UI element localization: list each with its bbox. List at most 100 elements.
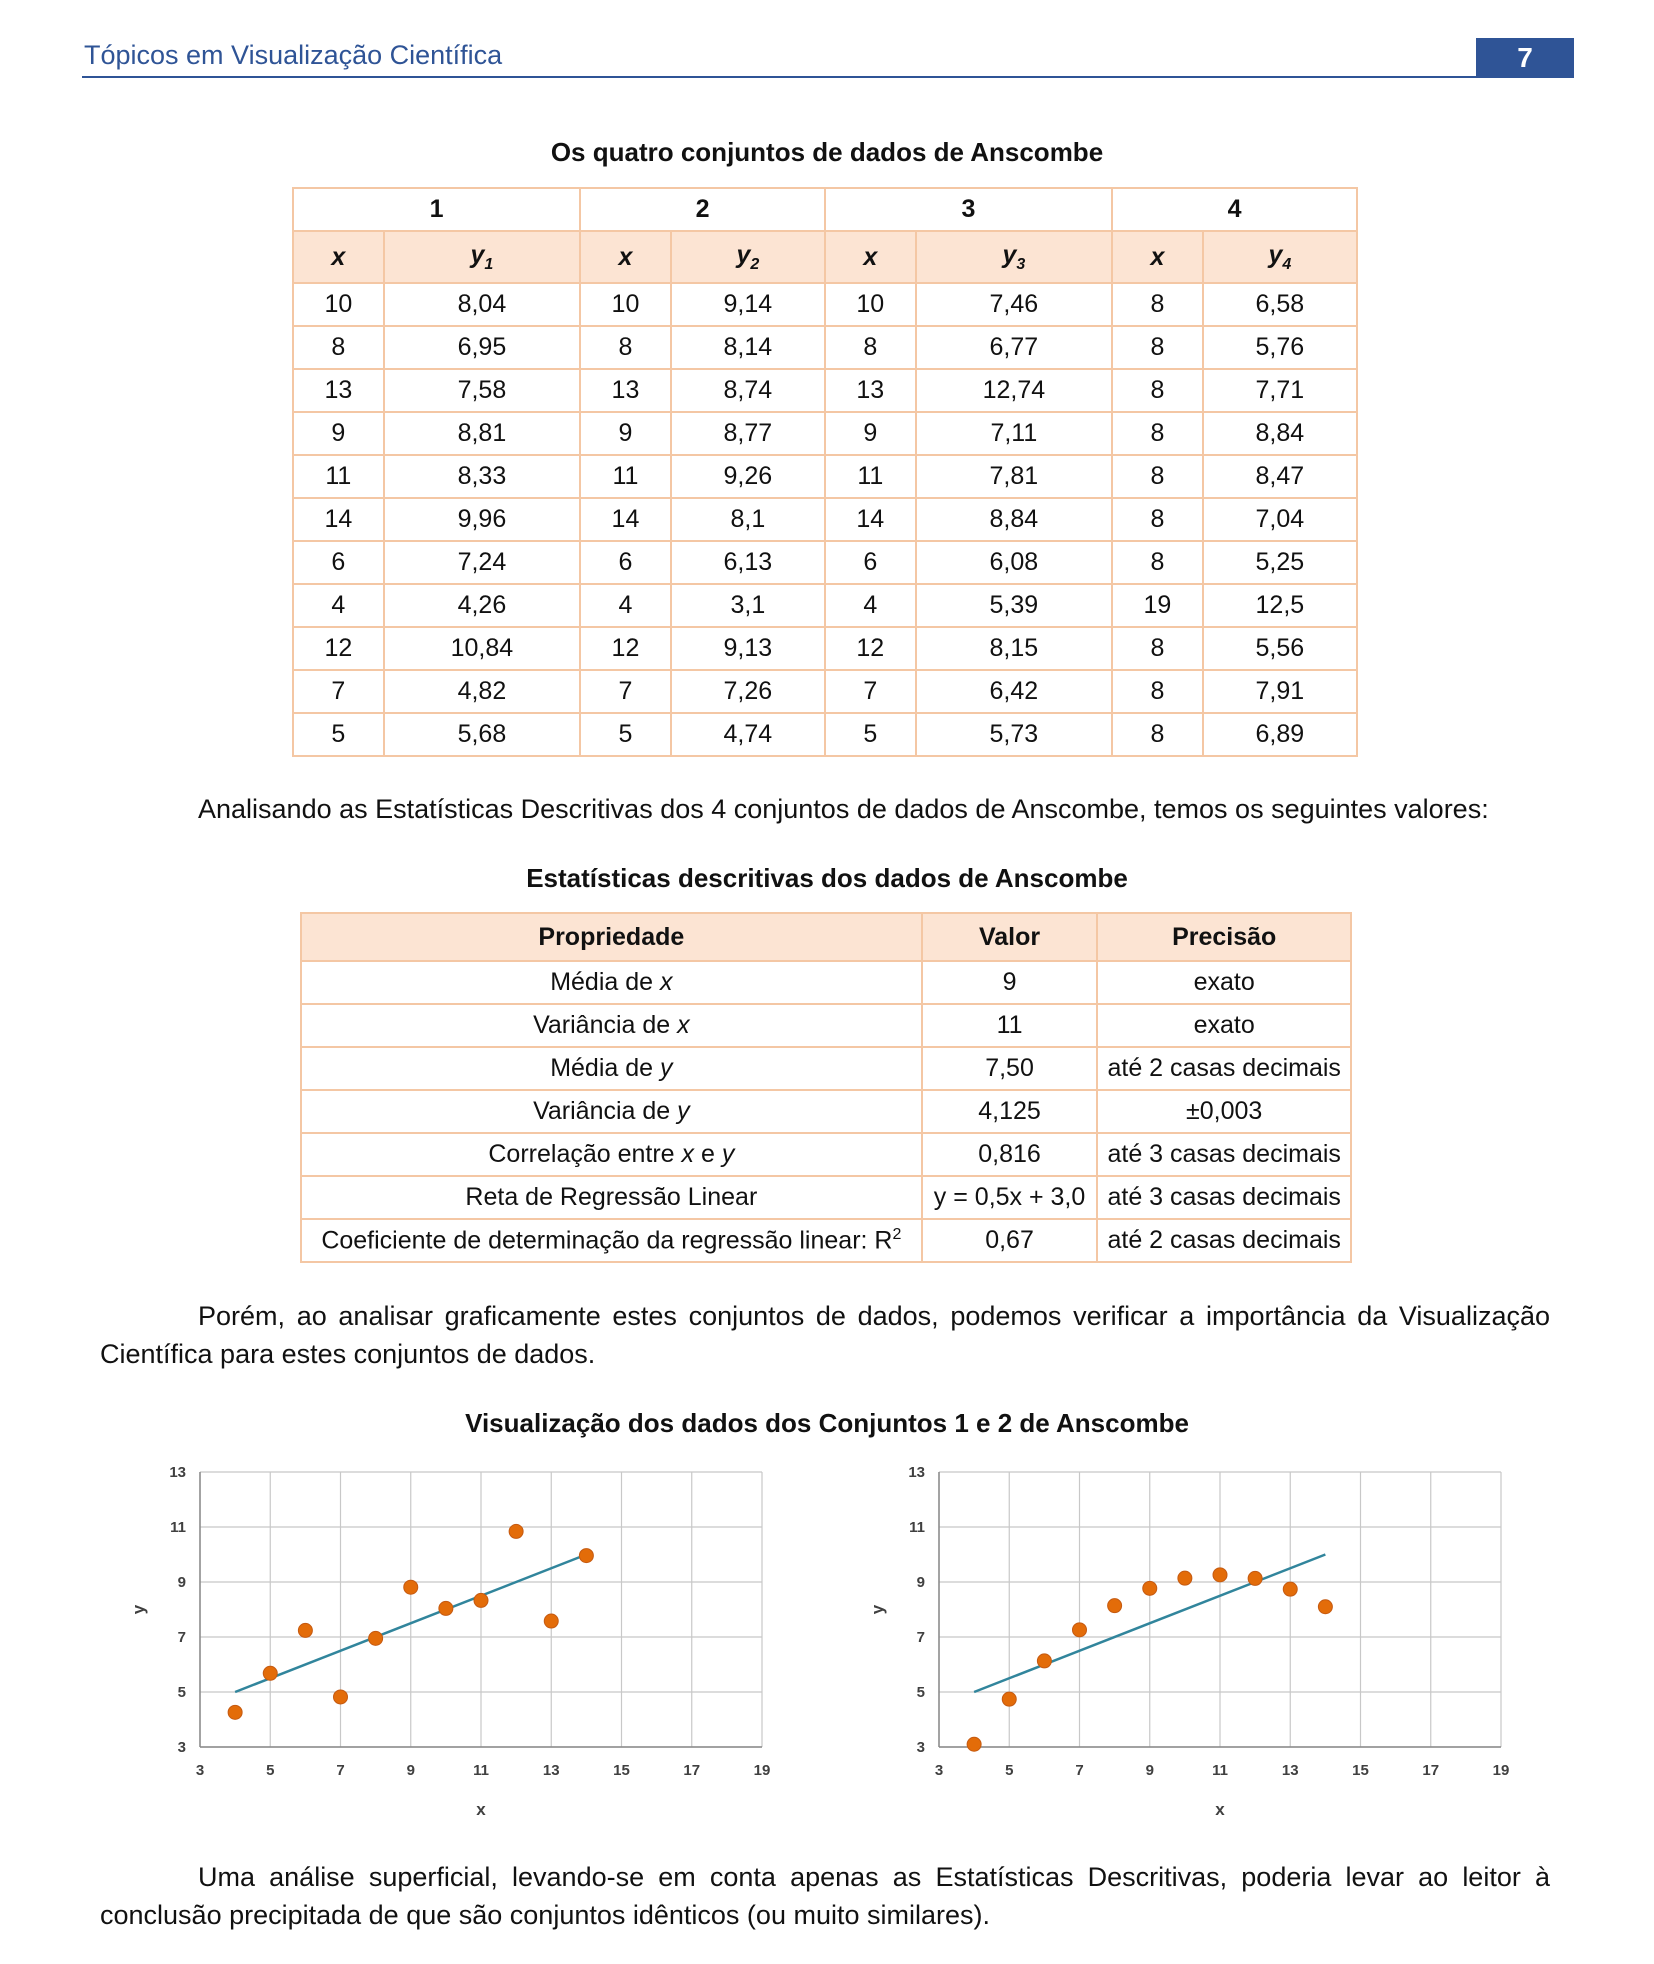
- precisao-cell: até 3 casas decimais: [1096, 1175, 1352, 1220]
- table-cell: 19: [1111, 583, 1204, 628]
- precisao-cell: até 3 casas decimais: [1096, 1132, 1352, 1177]
- data-point: [1001, 1691, 1017, 1707]
- dataset-group-header: 2: [579, 187, 826, 232]
- variable-column-header: x: [292, 230, 385, 284]
- header-rule: [82, 76, 1476, 78]
- property-text: x: [677, 1011, 690, 1039]
- paragraph-conclusion: Uma análise superficial, levando-se em c…: [100, 1862, 1550, 1930]
- table-cell: 5,76: [1201, 325, 1359, 370]
- table-cell: 6,13: [669, 540, 826, 585]
- precisao-cell: exato: [1096, 1003, 1352, 1048]
- valor-cell: 4,125: [920, 1089, 1099, 1134]
- stats-column-header: Precisão: [1096, 912, 1352, 962]
- table-cell: 6,89: [1201, 712, 1359, 757]
- table-cell: 7: [823, 669, 917, 714]
- table-cell: 8,15: [914, 626, 1114, 671]
- x-tick-label: 15: [613, 1762, 630, 1779]
- table-cell: 12: [823, 626, 917, 671]
- table-cell: 4,74: [669, 712, 826, 757]
- table-cell: 8,33: [382, 454, 582, 499]
- dataset-group-header: 4: [1111, 187, 1358, 232]
- y-tick-label: 3: [917, 1739, 925, 1756]
- property-cell: Reta de Regressão Linear: [300, 1175, 923, 1220]
- subscript: 1: [484, 255, 494, 273]
- descriptive-stats-table: Propriedade Valor Precisão Média de x 9 exat…: [300, 912, 1352, 1263]
- data-point: [368, 1630, 384, 1646]
- table-cell: 7: [292, 669, 385, 714]
- table-cell: 12,5: [1201, 583, 1359, 628]
- x-tick-label: 11: [473, 1762, 489, 1779]
- property-text: y: [721, 1140, 735, 1168]
- table-cell: 7,26: [669, 669, 826, 714]
- y-tick-label: 9: [178, 1574, 186, 1591]
- x-tick-label: 19: [1493, 1762, 1510, 1779]
- table-row: Variância de x 11 exato: [300, 1003, 1352, 1048]
- table-cell: 7,91: [1201, 669, 1359, 714]
- table-cell: 11: [823, 454, 917, 499]
- table-cell: 4: [579, 583, 672, 628]
- x-tick-label: 11: [1212, 1762, 1228, 1779]
- data-point: [1282, 1581, 1298, 1597]
- table-cell: 10,84: [382, 626, 582, 671]
- valor-cell: 0,816: [920, 1132, 1099, 1177]
- subscript: 4: [1282, 255, 1292, 273]
- table-cell: 7,71: [1201, 368, 1359, 413]
- data-point: [1036, 1653, 1052, 1669]
- table-cell: 5,25: [1201, 540, 1359, 585]
- data-point: [227, 1704, 243, 1720]
- table-row: 12 10,84 12 9,13 12 8,15 8 5,56: [292, 626, 1359, 671]
- table-cell: 8,14: [669, 325, 826, 370]
- table-cell: 9,96: [382, 497, 582, 542]
- variable-column-header: y4: [1201, 230, 1359, 284]
- table-cell: 8: [1111, 626, 1204, 671]
- y-tick-label: 5: [917, 1684, 925, 1701]
- table-cell: 9,14: [669, 282, 826, 327]
- property-text: Reta de Regressão Linear: [465, 1183, 758, 1211]
- y-axis-label: y: [869, 1604, 887, 1614]
- table-cell: 5,56: [1201, 626, 1359, 671]
- table-row: 4 4,26 4 3,1 4 5,39 19 12,5: [292, 583, 1359, 628]
- precisao-cell: até 2 casas decimais: [1096, 1046, 1352, 1091]
- paragraph-visualization: Porém, ao analisar graficamente estes co…: [100, 1301, 1550, 1369]
- table-row: Reta de Regressão Linear y = 0,5x + 3,0 at…: [300, 1175, 1352, 1220]
- valor-cell: y = 0,5x + 3,0: [920, 1175, 1099, 1220]
- table-row: 8 6,95 8 8,14 8 6,77 8 5,76: [292, 325, 1359, 370]
- table-cell: 7,81: [914, 454, 1114, 499]
- data-point: [403, 1579, 419, 1595]
- table-cell: 8: [1111, 282, 1204, 327]
- data-point: [473, 1592, 489, 1608]
- table-cell: 7,58: [382, 368, 582, 413]
- table-cell: 13: [579, 368, 672, 413]
- y-tick-label: 11: [909, 1519, 925, 1536]
- property-text: e: [694, 1140, 722, 1168]
- table-row: Média de y 7,50 até 2 casas decimais: [300, 1046, 1352, 1091]
- property-cell: Média de y: [300, 1046, 923, 1091]
- dataset-group-header: 1: [291, 187, 582, 232]
- variable-column-header: y3: [914, 230, 1114, 284]
- x-tick-label: 3: [196, 1762, 204, 1779]
- x-tick-label: 3: [935, 1762, 943, 1779]
- table-row: 6 7,24 6 6,13 6 6,08 8 5,25: [292, 540, 1359, 585]
- table-cell: 10: [292, 282, 385, 327]
- table-row: 13 7,58 13 8,74 13 12,74 8 7,71: [292, 368, 1359, 413]
- table-cell: 8: [292, 325, 385, 370]
- table-cell: 6,42: [914, 669, 1114, 714]
- y-tick-label: 7: [917, 1629, 925, 1646]
- data-point: [1212, 1567, 1228, 1583]
- table-cell: 8: [1111, 368, 1204, 413]
- x-tick-label: 17: [683, 1762, 700, 1779]
- table-cell: 8,81: [382, 411, 582, 456]
- table-cell: 12: [292, 626, 385, 671]
- table-cell: 9: [292, 411, 385, 456]
- paragraph-intro-stats: Analisando as Estatísticas Descritivas d…: [198, 794, 1489, 824]
- data-point: [578, 1548, 594, 1564]
- x-tick-label: 5: [266, 1762, 274, 1779]
- table-cell: 9: [823, 411, 917, 456]
- table-cell: 8,1: [669, 497, 826, 542]
- table-cell: 5: [579, 712, 672, 757]
- table-cell: 4: [823, 583, 917, 628]
- property-text: Coeficiente de determinação da regressão…: [321, 1226, 893, 1255]
- table-row: Variância de y 4,125 ±0,003: [300, 1089, 1352, 1134]
- scatter-chart-set2: 3 5 7 9 11 13 15 17 19 3 5 7 9 11 13 x y: [868, 1455, 1529, 1840]
- table-cell: 5,73: [914, 712, 1114, 757]
